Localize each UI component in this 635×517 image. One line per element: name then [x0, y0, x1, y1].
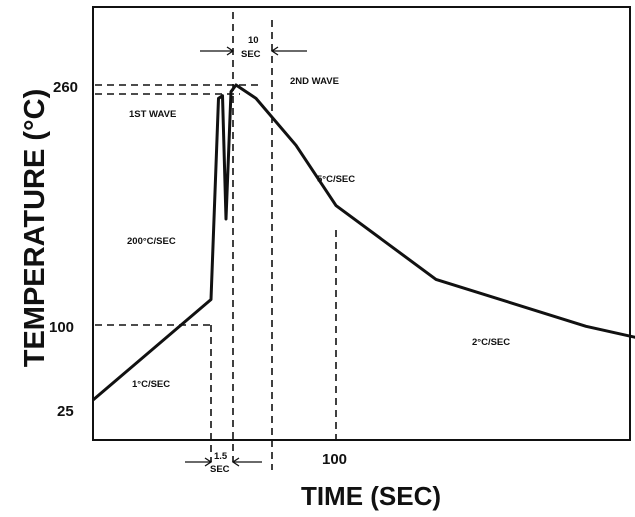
label-rate-cool-fast: 5°C/SEC: [317, 174, 355, 185]
gap-top-unit: SEC: [241, 49, 261, 60]
y-axis-title: TEMPERATURE (°C): [19, 89, 51, 368]
temperature-curve: [92, 83, 635, 402]
label-rate-ramp: 200°C/SEC: [127, 236, 176, 247]
plot-frame: [92, 6, 631, 441]
label-second-wave: 2ND WAVE: [290, 76, 339, 87]
gap-bottom-value: 1.5: [214, 451, 228, 462]
gap-bottom-unit: SEC: [210, 464, 230, 475]
label-rate-preheat: 1°C/SEC: [132, 379, 170, 390]
x-axis-title: TIME (SEC): [301, 481, 441, 511]
gap-top-value: 10: [248, 35, 259, 46]
y-tick-100: 100: [49, 319, 74, 336]
gap-top-arrowhead-left: [226, 46, 235, 56]
label-rate-cool-slow: 2°C/SEC: [472, 337, 510, 348]
gap-top-arrowhead-right: [270, 46, 279, 56]
label-first-wave: 1ST WAVE: [129, 109, 176, 120]
gap-bottom-arrowhead-left: [204, 457, 213, 467]
y-tick-25: 25: [57, 403, 74, 420]
gap-bottom-arrowhead-right: [231, 457, 240, 467]
y-tick-260: 260: [53, 79, 78, 96]
x-tick-100: 100: [322, 451, 347, 468]
